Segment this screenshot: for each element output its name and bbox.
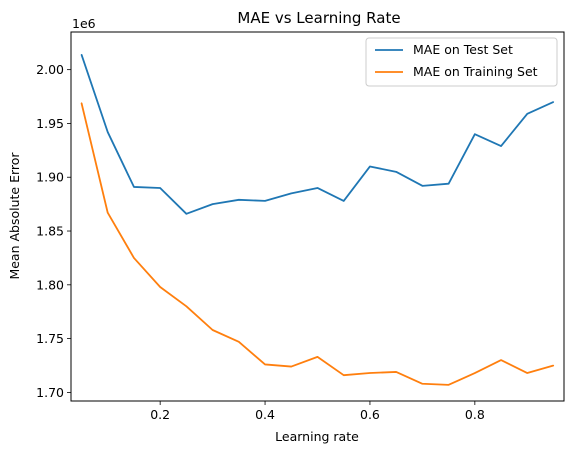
y-axis: 1.70 1.75 1.80 1.85 1.90 1.95 2.00 xyxy=(36,62,71,400)
data-point-training xyxy=(552,364,555,367)
data-point-training xyxy=(395,371,397,373)
y-tick-label: 1.85 xyxy=(36,224,64,239)
y-tick-label: 2.00 xyxy=(36,62,64,77)
data-point-training xyxy=(290,365,292,368)
data-point-test xyxy=(316,187,319,189)
x-axis: 0.2 0.4 0.6 0.8 xyxy=(150,401,485,422)
data-point-test xyxy=(474,133,476,135)
x-tick-label: 0.2 xyxy=(150,407,170,422)
data-point-test xyxy=(238,199,240,201)
x-tick-label: 0.6 xyxy=(360,407,380,422)
data-point-test xyxy=(80,53,83,56)
y-tick-label: 1.70 xyxy=(36,385,64,400)
data-point-test xyxy=(421,185,423,187)
data-point-training xyxy=(80,102,83,104)
data-point-training xyxy=(421,383,423,385)
data-point-test xyxy=(290,192,292,194)
series-lines xyxy=(80,53,555,386)
legend: MAE on Test Set MAE on Training Set xyxy=(365,37,558,87)
data-point-test xyxy=(395,171,397,173)
data-point-test xyxy=(159,187,161,189)
data-point-test xyxy=(264,200,266,202)
data-point-training xyxy=(107,212,109,214)
data-point-test xyxy=(212,203,214,205)
data-point-training xyxy=(238,341,240,343)
x-tick-label: 0.8 xyxy=(465,407,485,422)
y-offset-label: 1e6 xyxy=(72,16,96,31)
data-point-test xyxy=(133,186,135,188)
data-point-training xyxy=(369,372,371,374)
x-axis-label: Learning rate xyxy=(275,429,359,444)
data-point-training xyxy=(343,374,345,376)
y-tick-label: 1.80 xyxy=(36,277,64,292)
data-point-test xyxy=(343,200,345,202)
y-tick-label: 1.90 xyxy=(36,170,64,185)
data-point-test xyxy=(448,183,450,185)
plot-frame xyxy=(70,31,565,402)
data-point-test xyxy=(369,165,371,168)
legend-box xyxy=(365,37,558,87)
data-point-training xyxy=(500,359,502,361)
data-point-test xyxy=(500,145,502,147)
data-point-training xyxy=(448,384,450,386)
data-point-training xyxy=(264,363,266,366)
legend-label-test: MAE on Test Set xyxy=(413,42,513,57)
y-axis-label: Mean Absolute Error xyxy=(7,152,22,280)
data-point-training xyxy=(526,372,528,374)
chart-title: MAE vs Learning Rate xyxy=(237,9,400,27)
data-point-test xyxy=(107,131,109,133)
y-tick-label: 1.95 xyxy=(36,116,64,131)
data-point-test xyxy=(526,113,528,115)
y-tick-label: 1.75 xyxy=(36,331,64,346)
x-tick-label: 0.4 xyxy=(255,407,275,422)
data-point-training xyxy=(159,286,161,288)
data-point-test xyxy=(552,101,555,103)
data-point-training xyxy=(474,372,476,374)
data-point-training xyxy=(212,329,214,331)
data-point-training xyxy=(185,305,187,307)
legend-label-training: MAE on Training Set xyxy=(413,64,538,79)
data-point-training xyxy=(133,257,135,259)
data-point-test xyxy=(185,213,187,215)
data-point-training xyxy=(316,356,319,358)
series-line-training xyxy=(80,102,554,386)
